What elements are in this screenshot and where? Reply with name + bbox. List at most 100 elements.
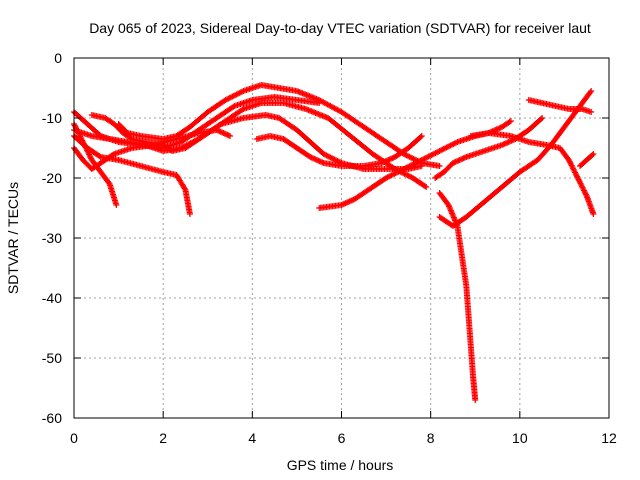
data-point-marker	[326, 153, 333, 160]
data-point-marker	[406, 163, 413, 170]
data-point-marker	[86, 152, 93, 159]
data-point-marker	[572, 170, 579, 177]
data-point-marker	[225, 95, 232, 102]
x-tick-label: 10	[512, 430, 528, 446]
data-point-marker	[580, 186, 587, 193]
y-tick-label: -40	[42, 290, 62, 306]
data-point-marker	[407, 162, 414, 169]
data-point-marker	[442, 145, 449, 152]
data-point-marker	[588, 88, 595, 94]
data-point-marker	[109, 151, 116, 158]
data-point-marker	[405, 153, 412, 160]
data-point-marker	[389, 171, 396, 178]
data-point-marker	[383, 175, 390, 181]
data-point-marker	[565, 157, 572, 163]
data-point-marker	[232, 92, 239, 99]
data-point-marker	[403, 164, 410, 171]
data-point-marker	[507, 118, 514, 124]
data-point-marker	[437, 147, 444, 154]
data-point-marker	[113, 202, 120, 208]
data-point-marker	[407, 154, 414, 161]
data-point-marker	[402, 171, 409, 178]
data-point-marker	[567, 159, 574, 166]
data-point-marker	[571, 168, 578, 175]
data-point-marker	[236, 90, 243, 97]
data-point-marker	[226, 94, 233, 101]
data-point-marker	[230, 103, 237, 110]
data-series-15	[577, 151, 597, 169]
data-series-7	[88, 112, 425, 172]
data-point-marker	[328, 155, 335, 162]
data-point-marker	[578, 181, 585, 188]
data-point-marker	[405, 172, 412, 179]
data-point-marker	[406, 153, 413, 160]
data-point-marker	[391, 170, 398, 177]
data-point-marker	[398, 167, 405, 174]
data-point-marker	[573, 172, 580, 179]
data-point-marker	[323, 152, 330, 159]
data-point-marker	[320, 151, 327, 157]
data-point-marker	[435, 148, 442, 155]
data-point-marker	[331, 156, 338, 163]
data-point-marker	[429, 151, 436, 158]
data-point-marker	[569, 163, 576, 170]
data-point-marker	[426, 152, 433, 159]
data-point-marker	[572, 169, 579, 176]
data-point-marker	[407, 173, 414, 180]
data-point-marker	[230, 92, 237, 99]
data-point-marker	[566, 158, 573, 165]
x-tick-label: 8	[427, 430, 435, 446]
x-tick-label: 6	[338, 430, 346, 446]
data-point-marker	[588, 109, 595, 115]
data-point-marker	[411, 160, 418, 167]
data-point-marker	[539, 115, 546, 121]
y-tick-label: 0	[54, 50, 62, 66]
data-point-marker	[428, 152, 435, 159]
x-tick-label: 0	[70, 430, 78, 446]
data-point-marker	[582, 190, 589, 197]
data-point-marker	[417, 157, 424, 164]
data-point-marker	[410, 155, 417, 162]
data-point-marker	[439, 146, 446, 153]
data-point-marker	[239, 88, 246, 95]
y-tick-label: -10	[42, 110, 62, 126]
data-point-marker	[394, 169, 401, 176]
data-point-marker	[388, 172, 395, 179]
data-point-marker	[432, 150, 439, 157]
data-point-marker	[424, 154, 431, 161]
data-point-marker	[105, 179, 112, 186]
data-point-marker	[590, 211, 597, 217]
data-point-marker	[590, 151, 597, 157]
data-point-marker	[587, 89, 594, 96]
data-point-marker	[575, 176, 582, 183]
data-point-marker	[233, 91, 240, 98]
data-point-marker	[417, 134, 424, 140]
data-point-marker	[186, 211, 193, 217]
data-point-marker	[431, 150, 438, 157]
data-point-marker	[239, 106, 246, 113]
data-point-marker	[446, 143, 453, 150]
data-point-marker	[418, 163, 425, 169]
y-tick-label: -60	[42, 410, 62, 426]
data-point-marker	[416, 158, 423, 165]
data-point-marker	[402, 165, 409, 172]
y-axis-title: SDTVAR / TECUs	[5, 182, 21, 294]
y-tick-label: -30	[42, 230, 62, 246]
data-point-marker	[453, 139, 460, 146]
data-point-marker	[423, 184, 430, 190]
data-point-marker	[448, 141, 455, 148]
data-point-marker	[576, 177, 583, 184]
data-point-marker	[181, 185, 188, 192]
data-point-marker	[404, 172, 411, 179]
data-point-marker	[387, 172, 394, 179]
data-point-marker	[324, 153, 331, 160]
data-point-marker	[472, 397, 479, 403]
data-point-marker	[392, 170, 399, 177]
data-point-marker	[405, 163, 412, 170]
data-point-marker	[579, 184, 586, 191]
data-point-marker	[570, 166, 577, 173]
data-series-14	[525, 97, 595, 115]
data-point-marker	[127, 135, 134, 142]
data-point-marker	[71, 122, 78, 129]
